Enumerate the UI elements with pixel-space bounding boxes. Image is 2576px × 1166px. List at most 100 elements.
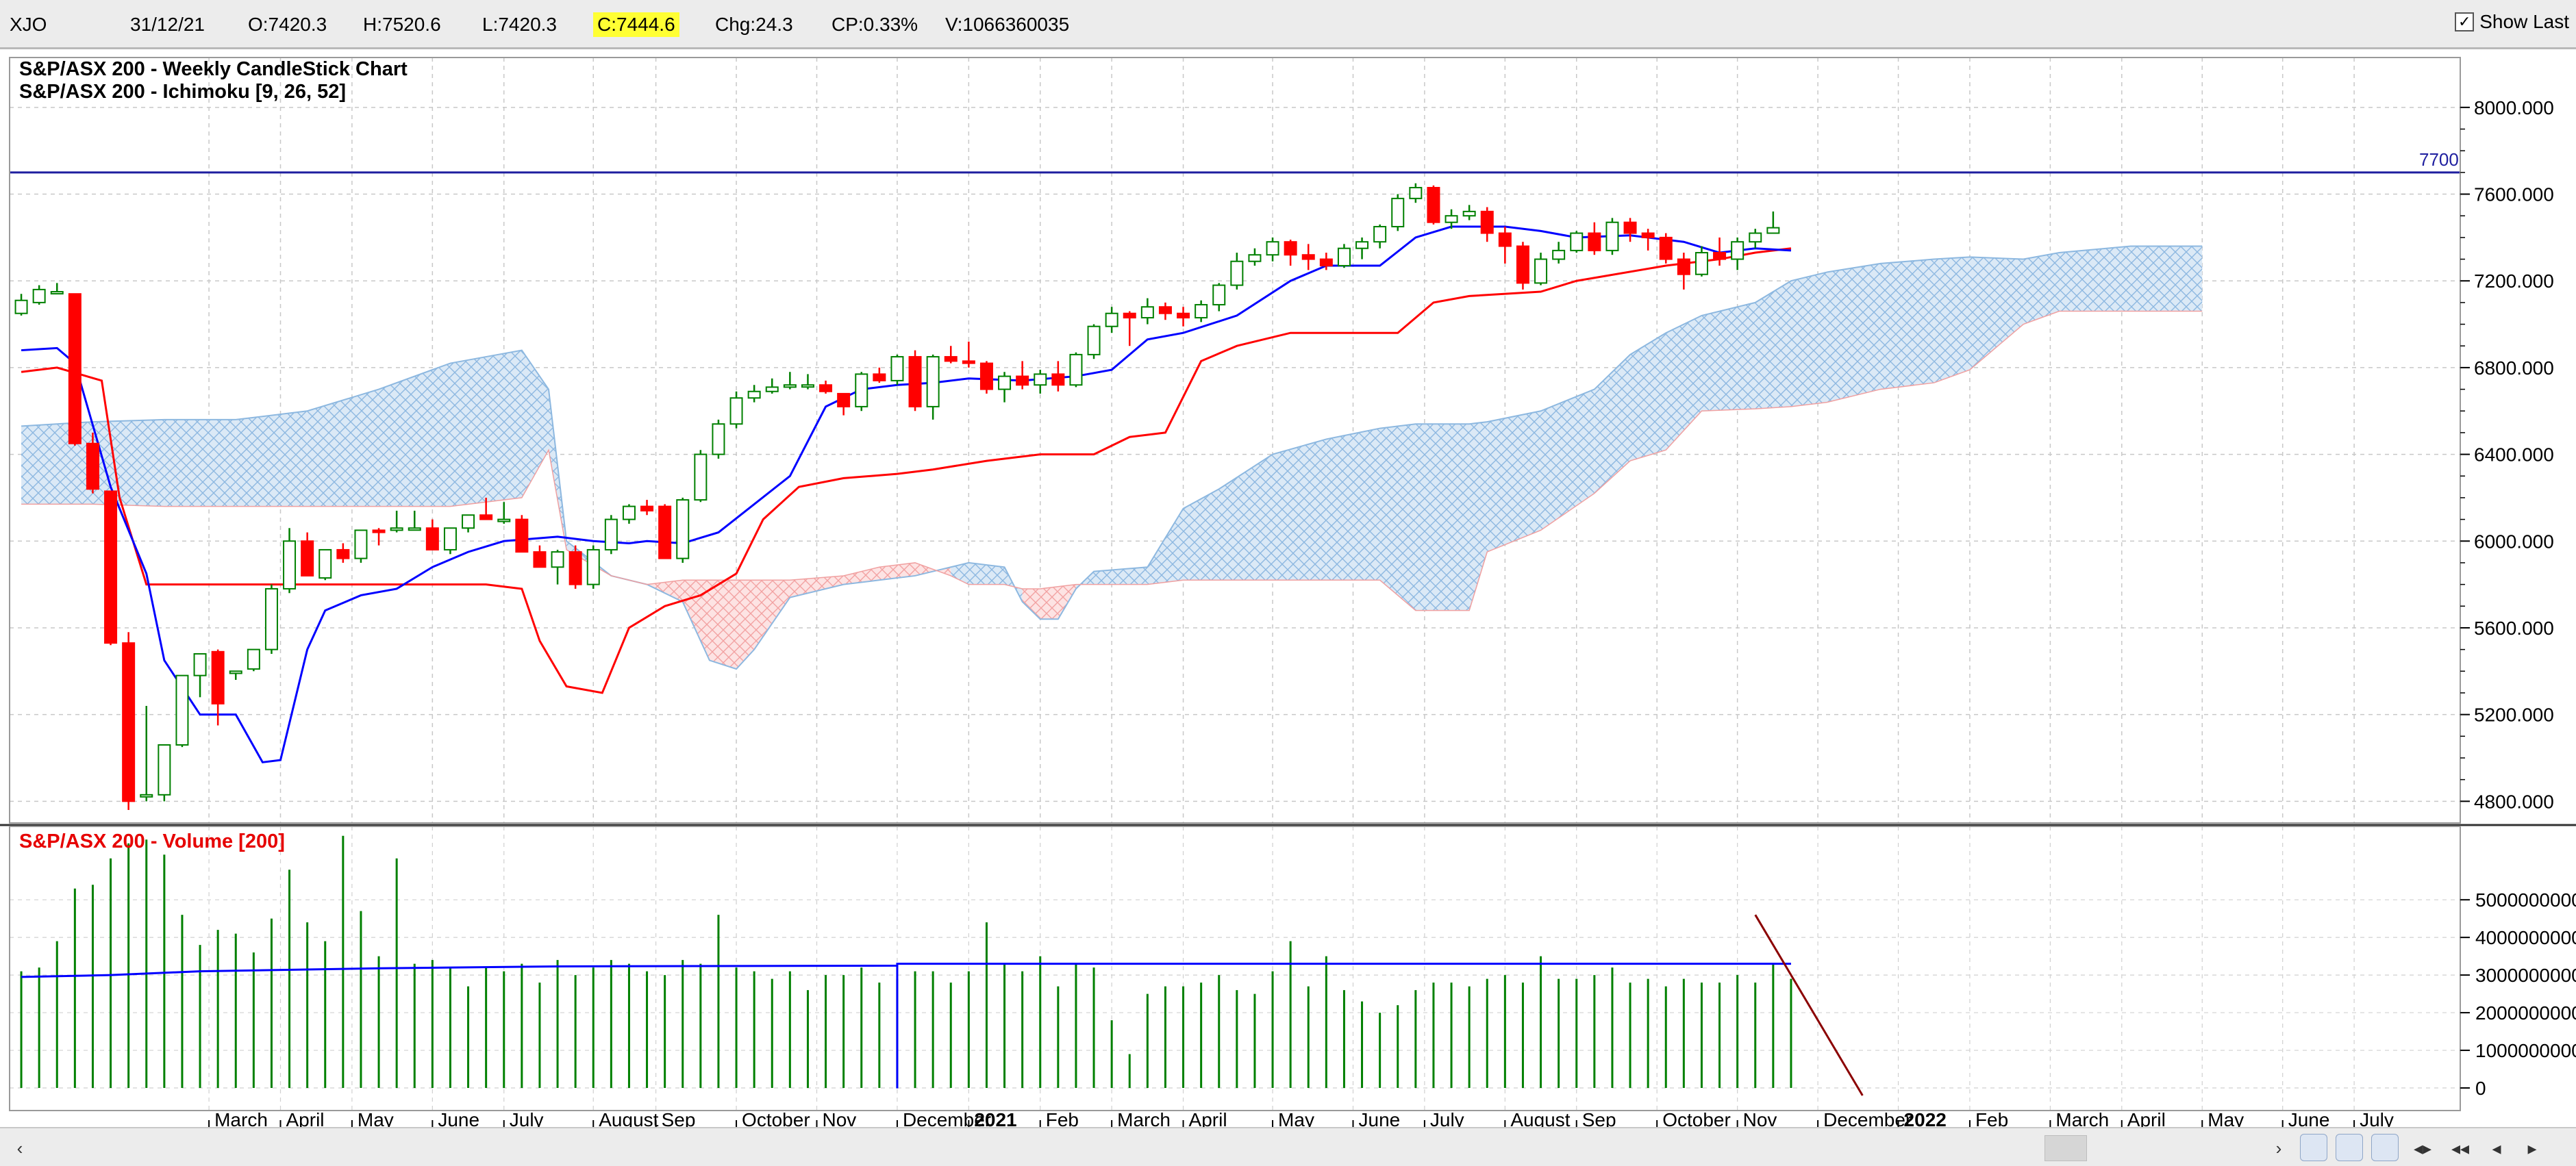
high-label: H:7520.6 — [363, 14, 441, 35]
candle-up — [1337, 244, 1351, 268]
time-axis-label: April — [2127, 1109, 2166, 1127]
zoom-fit-icon[interactable] — [2300, 1134, 2327, 1161]
candle-down — [1677, 253, 1690, 290]
candle-body — [1337, 247, 1351, 267]
candle-body — [676, 499, 690, 559]
time-axis-label: December — [903, 1109, 991, 1127]
scrollbar-thumb[interactable] — [2044, 1135, 2087, 1161]
candle-down — [568, 545, 582, 589]
volume-series — [20, 835, 1864, 1096]
candle-up — [1731, 237, 1745, 270]
candle-body — [372, 529, 386, 533]
time-axis-label: Sep — [662, 1109, 696, 1127]
cloud-segment-bull — [1183, 489, 1219, 581]
candle-up — [1552, 242, 1566, 264]
time-axis-label: July — [2360, 1109, 2394, 1127]
volume-panel-title: S&P/ASX 200 - Volume [200] — [19, 831, 285, 852]
volume-tick-label: 4000000000 — [2475, 927, 2576, 948]
candle-up — [783, 372, 797, 390]
time-axis-label: Feb — [1046, 1109, 1079, 1127]
candle-body — [765, 386, 779, 392]
candle-body — [1087, 325, 1101, 355]
cloud-segment-bull — [1487, 411, 1541, 553]
compress-icon[interactable]: ◂▸ — [2413, 1137, 2432, 1158]
cloud-segment-bull — [951, 562, 969, 585]
candle-down — [1051, 361, 1065, 392]
step-back-icon[interactable]: ◂ — [2492, 1137, 2501, 1158]
scroll-right-button[interactable]: › — [2275, 1137, 2282, 1158]
candle-body — [301, 540, 314, 576]
candle-up — [354, 529, 368, 563]
candle-down — [1713, 237, 1727, 266]
candle-body — [1140, 306, 1154, 319]
candle-body — [998, 375, 1012, 390]
candle-up — [694, 450, 708, 503]
price-panel-frame — [9, 57, 2461, 824]
candle-body — [193, 652, 207, 676]
candle-down — [873, 367, 886, 383]
candle-up — [443, 527, 457, 555]
time-axis-label: July — [1430, 1109, 1464, 1127]
cloud-segment-bull — [1630, 333, 1666, 461]
candle-up — [1355, 237, 1369, 259]
price-tick-label: 6000.000 — [2474, 531, 2554, 552]
level-line-7700[interactable]: 7700 — [10, 149, 2460, 174]
candle-down — [640, 500, 654, 516]
candle-up — [158, 744, 171, 802]
candle-body — [318, 548, 332, 579]
candle-body — [837, 392, 851, 407]
candle-up — [801, 374, 814, 390]
show-last-toggle[interactable]: ✓ Show Last — [2455, 11, 2569, 33]
candle-body — [211, 650, 225, 705]
candle-body — [425, 527, 439, 550]
candle-body — [890, 356, 904, 381]
price-tick-label: 8000.000 — [2474, 97, 2554, 118]
candle-body — [855, 373, 868, 407]
candle-up — [175, 674, 189, 748]
chart-title: S&P/ASX 200 - Weekly CandleStick Chart — [19, 58, 408, 80]
zoom-in-icon[interactable] — [2336, 1134, 2363, 1161]
time-axis-label: July — [510, 1109, 544, 1127]
step-forward-icon[interactable]: ▸ — [2527, 1137, 2537, 1158]
candle-up — [586, 545, 600, 589]
candle-up — [729, 391, 743, 429]
change-label: Chg:24.3 — [715, 14, 793, 35]
candle-body — [1158, 306, 1172, 314]
candle-body — [283, 540, 297, 590]
scroll-left-button[interactable]: ‹ — [16, 1137, 23, 1158]
candle-body — [1034, 373, 1047, 386]
cloud-segment-bull — [2023, 253, 2060, 325]
price-tick-label: 7600.000 — [2474, 184, 2554, 205]
cloud-segment-bull — [2059, 246, 2131, 312]
show-last-checkbox[interactable]: ✓ — [2455, 12, 2475, 31]
candle-down — [1498, 227, 1512, 264]
cloud-segment-bull — [307, 389, 379, 507]
candle-body — [1588, 232, 1601, 251]
cloud-segment-bull — [1469, 422, 1488, 611]
candle-body — [68, 293, 82, 444]
candle-down — [104, 490, 118, 646]
candle-body — [801, 384, 814, 388]
candle-down — [533, 545, 547, 568]
time-axis-label: 2021 — [974, 1109, 1016, 1127]
cloud-segment-bull — [1147, 508, 1184, 585]
candle-body — [1534, 258, 1548, 284]
candle-up — [890, 354, 904, 385]
candle-down — [372, 528, 386, 546]
candle-body — [336, 548, 350, 559]
candle-body — [819, 384, 833, 392]
volume-tick-label: 2000000000 — [2475, 1002, 2576, 1024]
axes: 8000.000 7600.000 7200.000 6800.000 6400.000… — [0, 57, 2576, 1127]
candle-up — [1605, 218, 1619, 255]
candle-body — [1266, 241, 1279, 256]
pan-icon[interactable] — [2371, 1134, 2399, 1161]
candle-up — [1266, 237, 1279, 262]
scroll-back-icon[interactable]: ◂◂ — [2451, 1137, 2470, 1158]
candle-body — [1498, 232, 1512, 247]
chart-area[interactable]: 7700 8000.000 7600.000 7200.000 6800.000 640… — [0, 49, 2576, 1127]
candle-up — [140, 705, 153, 802]
candle-body — [747, 390, 761, 399]
candle-up — [1462, 205, 1476, 220]
cloud-segment-bull — [1326, 428, 1380, 581]
candle-up — [283, 528, 297, 594]
